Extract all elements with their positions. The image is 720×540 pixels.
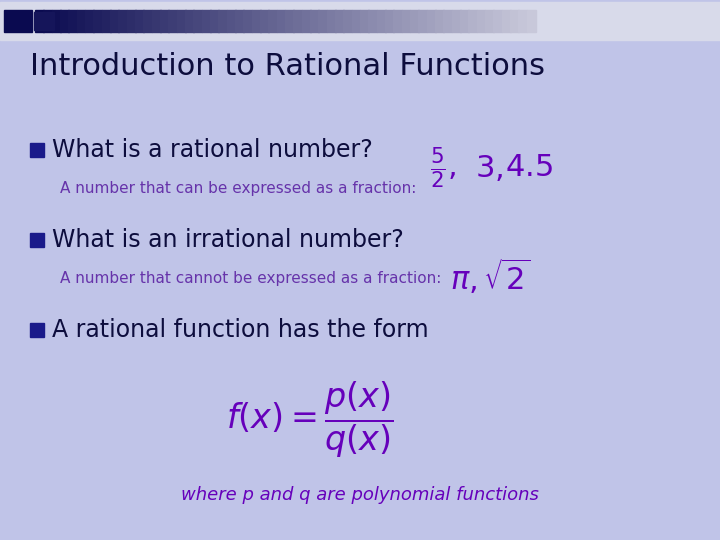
Bar — [327, 10, 336, 32]
Bar — [35, 10, 44, 32]
Bar — [202, 10, 210, 32]
Bar — [260, 10, 269, 32]
Bar — [4, 10, 32, 32]
Bar — [43, 10, 52, 32]
Bar — [227, 10, 235, 32]
Bar — [176, 10, 186, 32]
Bar — [285, 10, 294, 32]
Text: A number that can be expressed as a fraction:: A number that can be expressed as a frac… — [60, 180, 416, 195]
Bar — [310, 10, 319, 32]
Bar — [451, 10, 461, 32]
Bar — [335, 10, 344, 32]
Text: A number that cannot be expressed as a fraction:: A number that cannot be expressed as a f… — [60, 271, 441, 286]
Bar — [302, 10, 310, 32]
Bar — [185, 10, 194, 32]
Bar — [243, 10, 252, 32]
Bar — [235, 10, 244, 32]
Text: A rational function has the form: A rational function has the form — [52, 318, 428, 342]
Bar — [485, 10, 494, 32]
Bar — [410, 10, 419, 32]
Bar — [102, 10, 110, 32]
Bar — [52, 10, 60, 32]
Bar — [435, 10, 444, 32]
Text: $3,$: $3,$ — [475, 153, 503, 183]
Text: $\pi,\sqrt{2}$: $\pi,\sqrt{2}$ — [450, 256, 531, 296]
Bar — [152, 10, 161, 32]
Bar — [118, 10, 127, 32]
Bar — [252, 10, 261, 32]
Bar — [68, 10, 77, 32]
Bar — [194, 10, 202, 32]
Bar — [526, 10, 536, 32]
Bar — [34, 12, 54, 30]
Bar — [218, 10, 228, 32]
Bar — [60, 10, 69, 32]
Bar — [135, 10, 144, 32]
Bar — [293, 10, 302, 32]
Text: What is an irrational number?: What is an irrational number? — [52, 228, 404, 252]
Bar — [110, 10, 119, 32]
Bar — [510, 10, 519, 32]
Bar — [276, 10, 286, 32]
Text: $\frac{5}{2},$: $\frac{5}{2},$ — [430, 145, 456, 191]
Bar — [30, 143, 44, 157]
Bar — [94, 10, 102, 32]
Text: where p and q are polynomial functions: where p and q are polynomial functions — [181, 486, 539, 504]
Bar — [360, 10, 369, 32]
Bar — [143, 10, 152, 32]
Bar — [468, 10, 477, 32]
Bar — [369, 10, 377, 32]
Bar — [377, 10, 385, 32]
Bar — [518, 10, 527, 32]
Text: $f(x)=\dfrac{p(x)}{q(x)}$: $f(x)=\dfrac{p(x)}{q(x)}$ — [226, 380, 394, 460]
Bar — [30, 323, 44, 337]
Bar — [343, 10, 352, 32]
Bar — [0, 2, 720, 40]
Bar — [477, 10, 485, 32]
Bar — [85, 10, 94, 32]
Bar — [402, 10, 410, 32]
Bar — [127, 10, 135, 32]
Bar — [393, 10, 402, 32]
Bar — [160, 10, 168, 32]
Bar — [460, 10, 469, 32]
Text: What is a rational number?: What is a rational number? — [52, 138, 373, 162]
Bar — [318, 10, 327, 32]
Bar — [210, 10, 219, 32]
Bar — [269, 10, 277, 32]
Bar — [168, 10, 177, 32]
Text: Introduction to Rational Functions: Introduction to Rational Functions — [30, 52, 545, 81]
Text: $4.5$: $4.5$ — [505, 153, 553, 183]
Bar — [502, 10, 510, 32]
Bar — [493, 10, 502, 32]
Bar — [351, 10, 361, 32]
Bar — [427, 10, 436, 32]
Bar — [444, 10, 452, 32]
Bar — [30, 233, 44, 247]
Bar — [76, 10, 86, 32]
Bar — [385, 10, 394, 32]
Bar — [418, 10, 427, 32]
